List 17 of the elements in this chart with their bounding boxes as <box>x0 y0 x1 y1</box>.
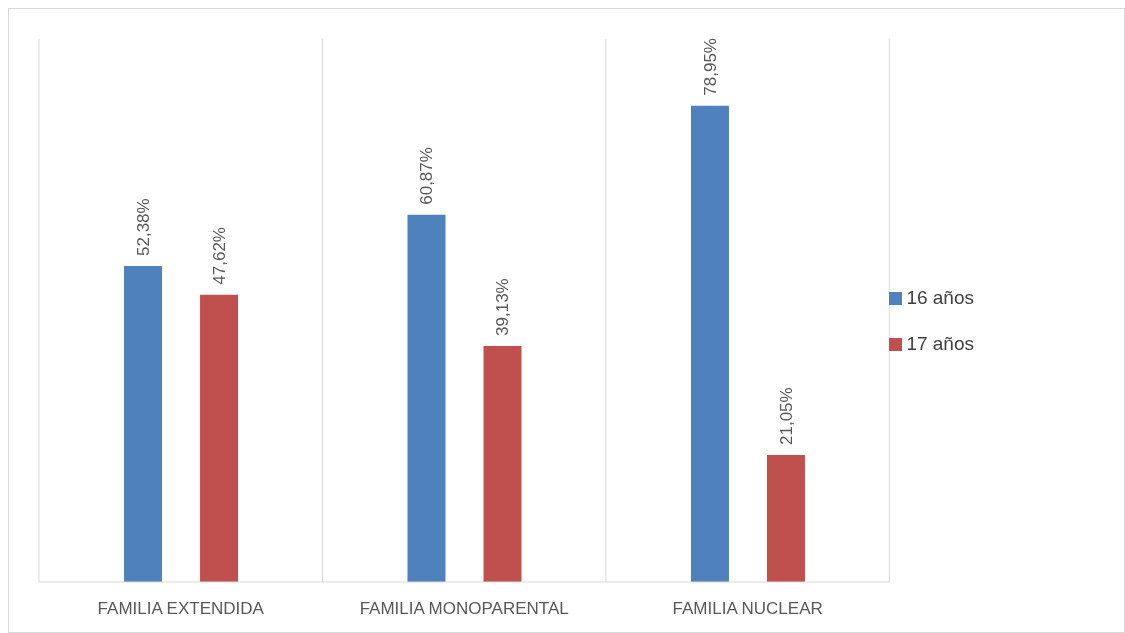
data-label: 47,62% <box>210 227 230 285</box>
bar <box>690 105 729 582</box>
bar <box>200 294 239 582</box>
bar <box>407 214 446 582</box>
data-label: 52,38% <box>134 198 154 256</box>
bar <box>766 455 805 582</box>
data-label: 21,05% <box>776 387 796 445</box>
x-tick-label: FAMILIA MONOPARENTAL <box>359 599 569 619</box>
bar <box>483 345 522 582</box>
legend-label: 17 años <box>906 332 974 354</box>
x-tick-label: FAMILIA NUCLEAR <box>672 599 823 619</box>
data-label: 78,95% <box>700 38 720 96</box>
data-label: 39,13% <box>493 278 513 336</box>
data-label: 60,87% <box>417 147 437 205</box>
bar <box>124 265 163 582</box>
x-tick-label: FAMILIA EXTENDIDA <box>97 599 265 619</box>
legend-label: 16 años <box>906 286 974 308</box>
